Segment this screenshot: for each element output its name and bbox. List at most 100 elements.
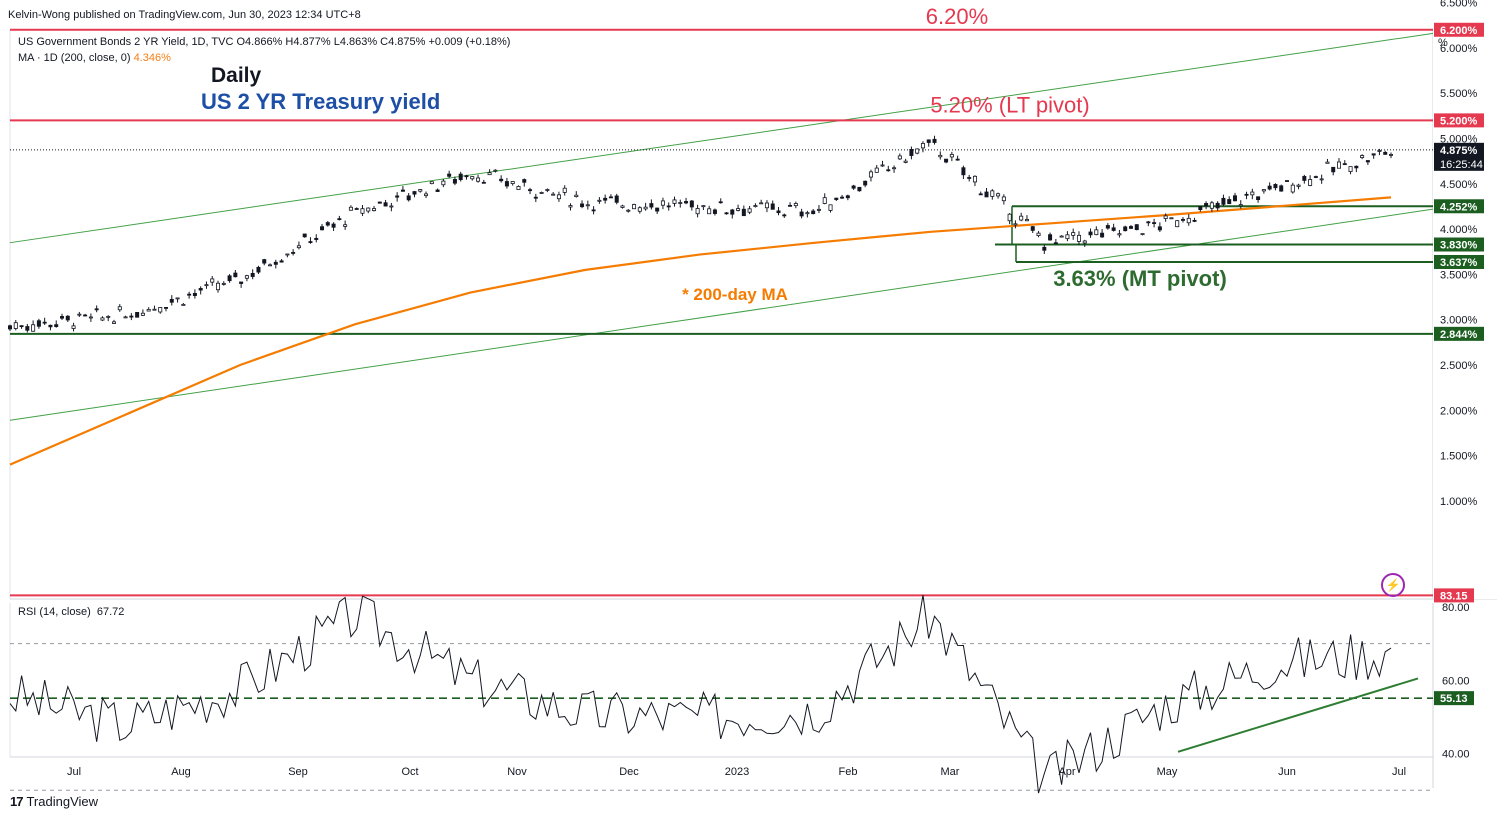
price-tag-sub: 16:25:44	[1440, 159, 1483, 171]
candle	[31, 324, 36, 332]
candle	[262, 259, 267, 264]
candle	[580, 203, 585, 208]
candle	[1267, 185, 1272, 190]
candle	[1036, 232, 1041, 237]
candle	[395, 195, 400, 198]
x-tick-label: Mar	[941, 766, 960, 778]
price-chart[interactable]: % 6.500% 6.000% 5.500% 5.000% 4.500% 4.000% 3.5…	[0, 0, 1497, 600]
candle	[863, 180, 868, 186]
timeframe-note: Daily	[211, 64, 262, 87]
candle	[1325, 161, 1330, 164]
candle	[331, 223, 336, 228]
candle	[1175, 220, 1180, 228]
candle	[1007, 213, 1012, 222]
candle	[192, 292, 197, 296]
candle	[1215, 202, 1220, 209]
candle	[204, 284, 209, 287]
candle	[822, 197, 827, 204]
candle	[568, 205, 573, 208]
candle	[805, 212, 810, 215]
rsi-line	[9, 594, 1392, 794]
candle	[637, 207, 642, 212]
candle	[447, 173, 452, 177]
candle	[429, 181, 434, 185]
price-tag	[1434, 326, 1484, 341]
lightning-icon[interactable]: ⚡	[1381, 573, 1405, 597]
candle	[632, 204, 637, 210]
candle	[493, 169, 498, 172]
candle	[406, 195, 411, 201]
axis-unit: %	[1438, 37, 1448, 49]
candle	[377, 201, 382, 204]
candle	[660, 200, 665, 206]
candle	[158, 307, 163, 313]
candle	[695, 208, 700, 215]
candle	[712, 209, 717, 214]
candle	[54, 324, 59, 328]
candle	[707, 208, 712, 215]
candle	[77, 313, 82, 316]
ma-label: MA · 1D (200, close, 0)	[18, 52, 131, 64]
candle	[1383, 151, 1388, 155]
level-annotation: 5.20% (LT pivot)	[930, 92, 1089, 117]
candle	[1209, 202, 1214, 209]
candle	[100, 317, 105, 321]
candle	[296, 245, 301, 249]
candle	[1094, 229, 1099, 236]
price-pane[interactable]: % 6.500% 6.000% 5.500% 5.000% 4.500% 4.000% 3.5…	[7, 0, 1497, 600]
candle	[112, 321, 117, 324]
candle	[348, 206, 353, 211]
candle	[244, 275, 249, 279]
x-tick-label: May	[1157, 766, 1178, 778]
candle	[1192, 220, 1197, 222]
candle	[1261, 189, 1266, 192]
candle	[718, 201, 723, 204]
candle	[343, 224, 348, 227]
candle	[1360, 155, 1365, 158]
candle	[1105, 225, 1110, 229]
candle	[533, 196, 538, 199]
candle	[1111, 227, 1116, 231]
candle	[834, 197, 839, 200]
candle	[1279, 185, 1284, 192]
candle	[1365, 160, 1370, 163]
candle	[816, 208, 821, 211]
candle	[551, 193, 556, 196]
rsi-pane[interactable]: 80.00 60.00 40.00 83.15 55.13 Jul Aug Sep Oct Nov…	[9, 588, 1474, 794]
price-tag	[1434, 199, 1484, 214]
tradingview-logo[interactable]: 17 TradingView	[10, 794, 98, 809]
candle	[840, 196, 845, 199]
candle	[562, 187, 567, 193]
candle	[233, 272, 238, 278]
candle	[608, 196, 613, 199]
candle	[1313, 176, 1318, 178]
rsi-value: 67.72	[96, 606, 125, 618]
candle	[701, 205, 706, 208]
rsi-tag-label: 83.15	[1440, 590, 1468, 602]
candle	[938, 154, 943, 158]
candle	[1071, 232, 1076, 236]
candle	[366, 207, 371, 212]
x-tick-label: Oct	[401, 766, 418, 778]
x-tick-label: Sep	[288, 766, 308, 778]
candle	[868, 171, 873, 178]
candle	[1048, 234, 1053, 241]
candle	[285, 253, 290, 256]
candle	[418, 189, 423, 192]
y-tick-label: 5.500%	[1440, 88, 1478, 100]
rsi-label: RSI (14, close)	[18, 606, 91, 618]
y-tick-label: 3.000%	[1440, 315, 1478, 327]
x-tick-label: Jul	[1392, 766, 1406, 778]
candle	[1128, 226, 1133, 229]
rsi-trendline	[1177, 677, 1419, 753]
candle	[776, 210, 781, 214]
candle	[71, 325, 76, 329]
publisher-line: Kelvin-Wong published on TradingView.com…	[8, 9, 361, 21]
x-tick-label: Dec	[619, 766, 639, 778]
y-tick-label: 2.000%	[1440, 405, 1478, 417]
candle	[1221, 197, 1226, 205]
candle	[1290, 184, 1295, 193]
rsi-chart[interactable]: 80.00 60.00 40.00 83.15 55.13 Jul Aug Sep Oct Nov…	[0, 588, 1497, 794]
candle	[291, 252, 296, 254]
candle	[354, 208, 359, 210]
